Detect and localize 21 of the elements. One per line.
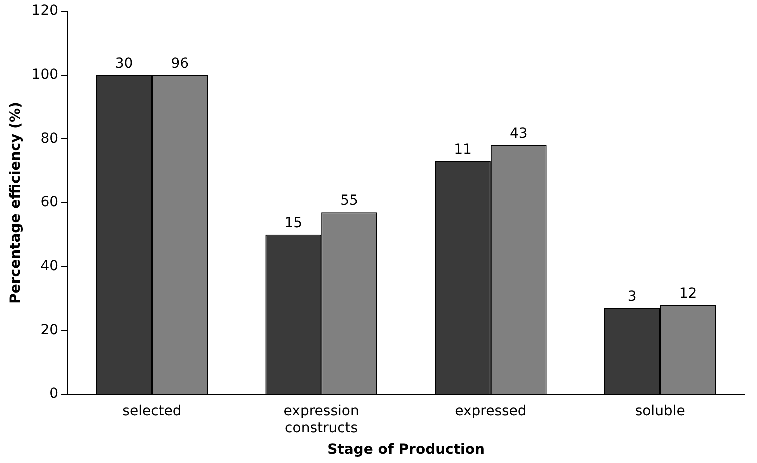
annotation: 3 [628,289,637,306]
annotation: 12 [679,286,698,302]
y-tick-label: 120 [32,3,59,20]
annotation: 96 [171,56,190,72]
y-tick-label: 0 [50,386,59,402]
annotation: 43 [510,126,528,142]
x-tick-label: expressed [455,404,527,420]
annotation: 55 [340,193,358,210]
y-tick-label: 80 [40,130,59,147]
y-tick-label: 40 [40,258,59,275]
y-tick-label: 20 [40,322,59,338]
x-tick-label: soluble [635,404,686,420]
y-tick-label: 100 [32,66,59,83]
x-tick-label: expression constructs [284,404,360,436]
annotation: 15 [284,216,303,232]
annotation: 30 [115,56,134,72]
x-tick-label: selected [122,404,182,420]
y-axis-title: Percentage efficiency (%) [8,102,24,304]
x-axis-title: Stage of Production [328,442,485,458]
y-tick-label: 60 [40,194,59,211]
annotation: 11 [454,142,472,158]
